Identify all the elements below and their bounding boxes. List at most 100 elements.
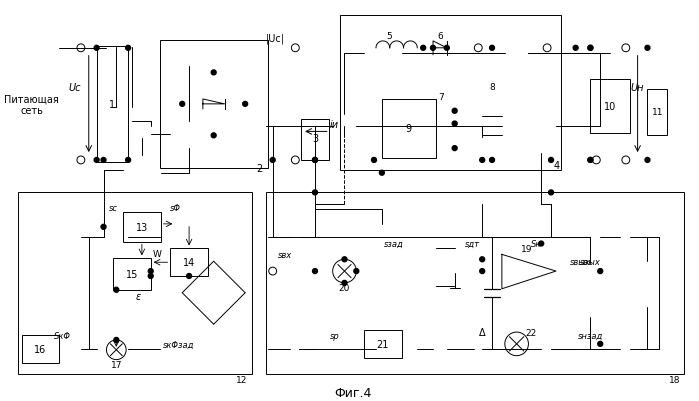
Text: 22: 22 — [526, 328, 537, 337]
Circle shape — [126, 46, 131, 51]
Circle shape — [489, 46, 494, 51]
Text: 17: 17 — [110, 360, 122, 369]
Bar — [364, 330, 401, 358]
Bar — [266, 193, 684, 375]
Bar — [96, 47, 128, 162]
Text: 19: 19 — [521, 244, 532, 253]
Text: sзад: sзад — [384, 239, 403, 248]
Circle shape — [148, 269, 153, 274]
Text: 21: 21 — [377, 339, 389, 349]
Circle shape — [588, 158, 593, 163]
Circle shape — [452, 146, 457, 151]
Circle shape — [549, 158, 554, 163]
Text: Sк: Sк — [531, 239, 542, 248]
Text: iи: iи — [330, 119, 339, 129]
Bar — [113, 259, 151, 290]
Text: 10: 10 — [604, 101, 617, 111]
Circle shape — [588, 46, 593, 51]
Circle shape — [312, 158, 317, 163]
Text: sнзад: sнзад — [578, 331, 603, 340]
Circle shape — [312, 190, 317, 195]
Circle shape — [114, 288, 119, 292]
Circle shape — [573, 46, 578, 51]
Circle shape — [372, 158, 377, 163]
Text: 16: 16 — [34, 344, 47, 354]
Circle shape — [342, 257, 347, 262]
Bar — [22, 335, 59, 363]
Text: 12: 12 — [236, 375, 247, 384]
Circle shape — [312, 269, 317, 274]
Text: sдт: sдт — [465, 239, 480, 248]
Circle shape — [211, 71, 216, 76]
Circle shape — [211, 134, 216, 138]
Text: 7: 7 — [438, 93, 444, 102]
Circle shape — [114, 338, 119, 342]
Text: Δ: Δ — [479, 327, 486, 337]
Text: 20: 20 — [339, 284, 350, 293]
Text: W: W — [153, 249, 162, 258]
Text: Фиг.4: Фиг.4 — [335, 386, 372, 399]
Polygon shape — [502, 255, 556, 289]
Circle shape — [180, 102, 185, 107]
Circle shape — [126, 158, 131, 163]
Circle shape — [480, 269, 484, 274]
Circle shape — [148, 274, 153, 279]
Text: 4: 4 — [554, 160, 560, 170]
Text: 9: 9 — [405, 124, 412, 134]
Text: Питающая
сеть: Питающая сеть — [4, 94, 59, 115]
Circle shape — [489, 158, 494, 163]
Text: sкΦзад: sкΦзад — [163, 340, 194, 350]
Text: 14: 14 — [183, 257, 195, 267]
Circle shape — [445, 46, 449, 51]
Circle shape — [598, 269, 603, 274]
Text: 5: 5 — [386, 32, 391, 41]
Circle shape — [101, 158, 106, 163]
Text: sвх: sвх — [278, 250, 293, 259]
Text: 13: 13 — [136, 222, 148, 232]
Circle shape — [342, 281, 347, 286]
Text: sр: sр — [330, 331, 340, 340]
Circle shape — [421, 46, 426, 51]
Circle shape — [549, 190, 554, 195]
Bar — [171, 249, 208, 276]
Text: |Uс|: |Uс| — [266, 34, 285, 44]
Circle shape — [101, 225, 106, 230]
Circle shape — [380, 171, 384, 176]
Text: 3: 3 — [312, 134, 318, 144]
Circle shape — [480, 158, 484, 163]
Circle shape — [645, 158, 650, 163]
Text: Uс: Uс — [69, 83, 81, 93]
Circle shape — [452, 109, 457, 114]
Circle shape — [539, 241, 544, 246]
Bar — [123, 213, 161, 242]
Circle shape — [598, 342, 603, 346]
Text: 18: 18 — [669, 375, 681, 384]
Text: ε: ε — [136, 291, 140, 301]
Circle shape — [480, 257, 484, 262]
Text: 6: 6 — [437, 32, 442, 41]
Circle shape — [452, 122, 457, 127]
Circle shape — [271, 158, 275, 163]
Text: sс: sс — [109, 203, 118, 212]
Text: sвых: sвых — [580, 257, 601, 266]
Text: 1: 1 — [109, 99, 115, 109]
Bar — [301, 119, 329, 160]
Bar — [591, 80, 630, 134]
Text: sвых: sвых — [570, 257, 591, 266]
Bar — [18, 193, 252, 375]
Circle shape — [588, 46, 593, 51]
Bar — [340, 16, 561, 170]
Text: 2: 2 — [256, 163, 262, 173]
Text: sΦ: sΦ — [170, 203, 181, 212]
Circle shape — [243, 102, 247, 107]
Bar — [647, 90, 667, 136]
Circle shape — [431, 46, 435, 51]
Bar — [159, 41, 268, 168]
Circle shape — [187, 274, 192, 279]
Circle shape — [94, 158, 99, 163]
Circle shape — [354, 269, 359, 274]
Circle shape — [94, 46, 99, 51]
Text: 15: 15 — [126, 269, 138, 279]
Circle shape — [645, 46, 650, 51]
Text: SкΦ: SкΦ — [54, 331, 71, 340]
